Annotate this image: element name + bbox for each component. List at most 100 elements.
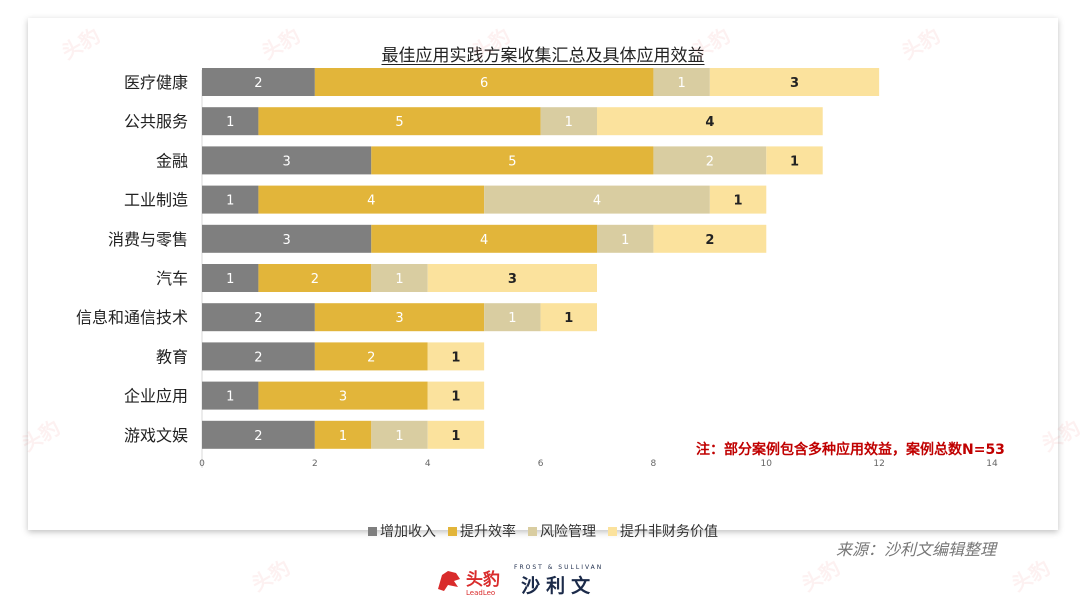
category-label: 教育 (156, 347, 188, 366)
bar-segment (653, 224, 767, 253)
bar-segment (597, 107, 823, 136)
footer-logos: 头豹 LeadLeo FROST & SULLIVAN 沙利文 (436, 563, 676, 599)
frost-en: FROST & SULLIVAN (514, 564, 604, 571)
legend-label: 增加收入 (380, 524, 436, 540)
bar-segment (766, 146, 823, 175)
bar-segment (427, 264, 597, 292)
bar-segment (371, 420, 428, 449)
watermark-7: 头豹 (247, 555, 295, 597)
bar-segment (484, 185, 710, 214)
bar-segment (540, 107, 597, 136)
stacked-bar-chart: 医疗健康 2 6 1 3 公共服务 1 5 1 4 金融 3 5 2 1 工业制造 1 4 4 1 消费与零售 3 4 1 2 汽… (76, 68, 998, 469)
leo-head-icon (438, 571, 460, 591)
source-text: 来源：沙利文编辑整理 (835, 540, 996, 559)
chart-legend: 增加收入 提升效率 风险管理 提升非财务价值 (28, 521, 1058, 541)
category-label: 企业应用 (124, 387, 188, 406)
data-label: 1 (395, 429, 403, 444)
frost-cn: 沙利文 (521, 575, 597, 597)
category-label: 医疗健康 (124, 73, 188, 92)
legend-label: 风险管理 (540, 524, 596, 540)
data-label: 5 (395, 115, 403, 130)
data-label: 5 (508, 154, 516, 169)
legend-swatch (608, 526, 617, 536)
x-tick-label: 6 (538, 459, 544, 469)
data-label: 2 (254, 76, 262, 91)
bar-segment (202, 303, 315, 332)
bar-segment (371, 224, 597, 253)
data-label: 3 (395, 311, 403, 326)
bar-segment (653, 68, 710, 96)
data-label: 1 (226, 194, 234, 209)
data-label: 1 (678, 76, 686, 91)
legend-item: 提升非财务价值 (608, 521, 718, 541)
bar-segment (709, 185, 767, 214)
x-tick-label: 10 (761, 459, 773, 469)
bar-segment (597, 224, 654, 253)
chart-panel: 最佳应用实践方案收集汇总及具体应用效益 医疗健康 2 6 1 3 公共服务 1 5 1 4 金融 3 5… (28, 18, 1058, 540)
bar-segment (258, 264, 372, 292)
legend-label: 提升效率 (460, 524, 516, 540)
data-label: 3 (283, 154, 291, 169)
data-label: 1 (451, 350, 460, 365)
frost-sullivan-logo: FROST & SULLIVAN 沙利文 (514, 564, 603, 598)
data-label: 6 (480, 76, 488, 91)
legend-swatch (448, 526, 457, 536)
data-label: 2 (311, 272, 319, 287)
bar-segment (427, 342, 485, 371)
category-label: 消费与零售 (108, 230, 188, 249)
bar-segment (427, 381, 485, 410)
category-label: 信息和通信技术 (76, 308, 188, 327)
x-tick-label: 4 (425, 459, 431, 469)
bar-segment (653, 146, 767, 175)
data-label: 1 (565, 115, 573, 130)
data-label: 2 (254, 429, 262, 444)
data-label: 2 (254, 311, 262, 326)
legend-swatch (528, 526, 537, 536)
data-label: 2 (705, 233, 714, 248)
chart-title: 最佳应用实践方案收集汇总及具体应用效益 (381, 46, 705, 66)
legend-item: 提升效率 (448, 521, 516, 541)
data-label: 4 (593, 194, 601, 209)
category-label: 汽车 (156, 269, 188, 288)
bar-segment (371, 146, 654, 175)
bar-segment (258, 381, 428, 410)
bar-segment (371, 264, 428, 292)
leadleo-cn: 头豹 (466, 570, 500, 590)
bar-segment (427, 420, 485, 449)
legend-label: 提升非财务价值 (620, 524, 718, 540)
data-label: 4 (367, 194, 375, 209)
data-label: 3 (508, 272, 517, 287)
bar-segment (709, 68, 880, 96)
data-label: 1 (451, 429, 460, 444)
bar-segment (202, 420, 315, 449)
chart-note: 注：部分案例包含多种应用效益，案例总数N=53 (696, 442, 1005, 458)
bar-segment (258, 107, 541, 136)
data-label: 4 (480, 233, 488, 248)
bar-segment (202, 185, 259, 214)
category-label: 金融 (156, 151, 188, 170)
x-tick-label: 0 (199, 459, 205, 469)
data-label: 1 (508, 311, 516, 326)
legend-item: 风险管理 (528, 521, 596, 541)
x-tick-label: 2 (312, 459, 318, 469)
x-tick-label: 8 (651, 459, 657, 469)
data-label: 2 (706, 154, 714, 169)
bar-segment (202, 381, 259, 410)
category-label: 游戏文娱 (124, 426, 188, 445)
bar-segment (202, 68, 315, 96)
bar-segment (314, 303, 485, 332)
bar-segment (314, 342, 428, 371)
data-label: 2 (367, 350, 375, 365)
category-label: 公共服务 (124, 112, 188, 131)
legend-swatch (368, 526, 377, 536)
legend-item: 增加收入 (368, 521, 436, 541)
bar-segment (202, 264, 259, 292)
data-label: 1 (226, 272, 234, 287)
leadleo-logo: 头豹 LeadLeo (436, 565, 500, 597)
bar-segment (314, 68, 654, 96)
data-label: 1 (395, 272, 403, 287)
data-label: 1 (734, 194, 743, 209)
bar-segment (540, 303, 597, 332)
category-label: 工业制造 (124, 191, 188, 210)
data-label: 1 (451, 390, 460, 405)
